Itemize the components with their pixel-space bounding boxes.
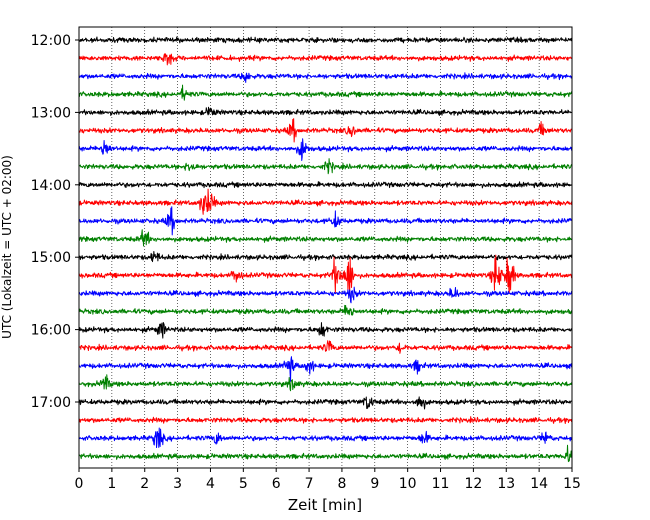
x-tick-label: 11 xyxy=(432,476,450,492)
y-tick-label: 14:00 xyxy=(31,178,71,194)
trace-1245 xyxy=(78,84,573,101)
x-axis-label: Zeit [min] xyxy=(288,496,362,514)
y-tick-label: 16:00 xyxy=(31,323,71,339)
x-tick-label: 13 xyxy=(497,476,515,492)
y-tick-label: 15:00 xyxy=(31,250,71,266)
trace-1500 xyxy=(78,250,573,263)
trace-1445 xyxy=(78,229,573,247)
x-tick-label: 6 xyxy=(272,476,281,492)
trace-1530 xyxy=(78,286,573,304)
x-tick-label: 10 xyxy=(399,476,417,492)
trace-1345 xyxy=(78,158,573,175)
trace-1745 xyxy=(78,444,573,463)
x-tick-label: 2 xyxy=(140,476,149,492)
x-axis-ticks: 0 1 2 3 4 5 6 7 8 9 10 11 12 13 14 15 xyxy=(75,468,581,492)
trace-1415 xyxy=(78,188,573,215)
x-tick-label: 3 xyxy=(173,476,182,492)
trace-1215 xyxy=(78,53,573,66)
x-tick-label: 14 xyxy=(530,476,548,492)
y-tick-label: 12:00 xyxy=(31,33,71,49)
x-tick-label: 15 xyxy=(563,476,581,492)
trace-1430 xyxy=(78,206,573,236)
trace-1300 xyxy=(78,106,573,117)
trace-1715 xyxy=(78,416,573,425)
y-tick-label: 17:00 xyxy=(31,395,71,411)
x-tick-label: 1 xyxy=(107,476,116,492)
trace-1630 xyxy=(78,356,573,382)
trace-1400 xyxy=(78,181,573,189)
trace-1330 xyxy=(78,138,573,161)
trace-1730 xyxy=(78,427,573,449)
trace-1200 xyxy=(78,36,573,44)
plot-frame xyxy=(78,26,573,469)
x-tick-label: 12 xyxy=(464,476,482,492)
y-axis-ticks: 12:00 13:00 14:00 15:00 16:00 17:00 xyxy=(31,33,79,411)
plot-background xyxy=(79,27,572,468)
trace-1315 xyxy=(78,118,573,143)
trace-1515 xyxy=(78,254,573,295)
y-tick-label: 13:00 xyxy=(31,105,71,121)
trace-1545 xyxy=(78,304,573,316)
x-tick-label: 9 xyxy=(370,476,379,492)
trace-1645 xyxy=(78,374,573,392)
x-tick-label: 0 xyxy=(75,476,84,492)
x-tick-label: 7 xyxy=(305,476,314,492)
trace-1230 xyxy=(78,72,573,83)
trace-1700 xyxy=(78,396,573,410)
x-tick-label: 5 xyxy=(239,476,248,492)
traces xyxy=(78,36,573,463)
trace-1600 xyxy=(78,322,573,339)
trace-1615 xyxy=(78,340,573,354)
x-tick-label: 4 xyxy=(206,476,215,492)
x-tick-label: 8 xyxy=(337,476,346,492)
y-axis-label: UTC (Lokalzeit = UTC + 02:00) xyxy=(0,155,14,339)
